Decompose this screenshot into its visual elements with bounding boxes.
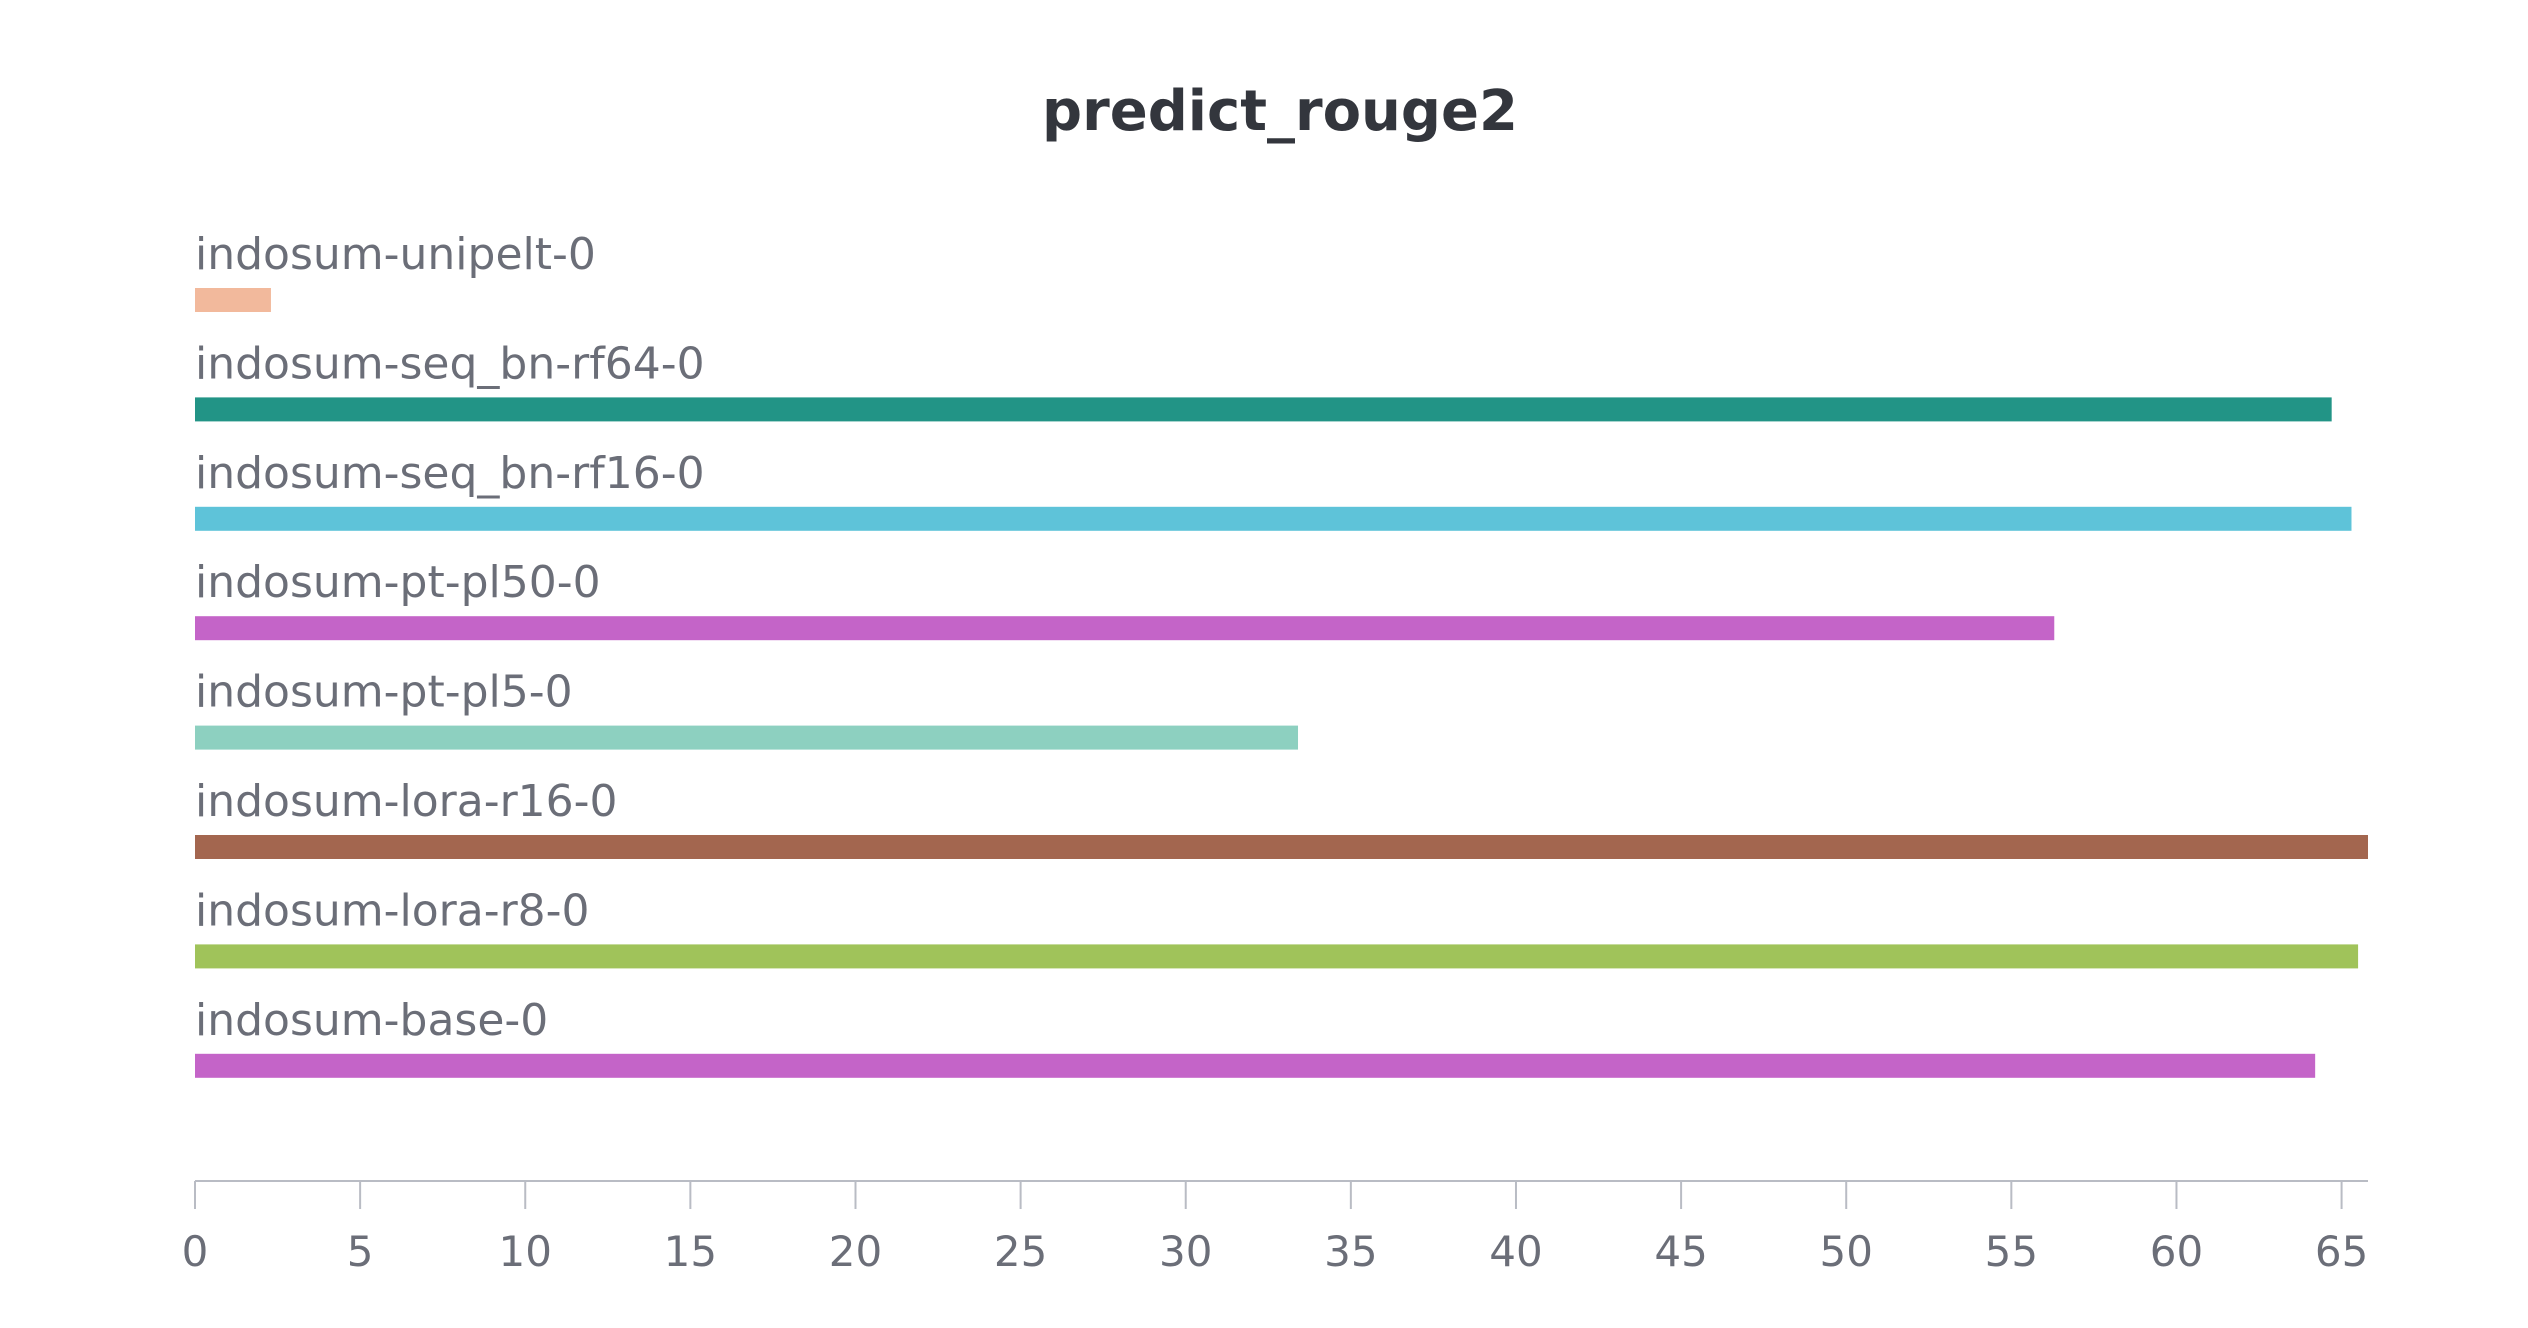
x-tick-label: 60 <box>2150 1227 2203 1276</box>
bar[interactable] <box>195 944 2359 969</box>
bar-label: indosum-lora-r8-0 <box>195 885 590 936</box>
x-tick-label: 25 <box>994 1227 1047 1276</box>
bars-layer: indosum-unipelt-0 indosum-seq_bn-rf64-0in… <box>195 229 2368 1078</box>
bar-label: indosum-base-0 <box>195 995 548 1046</box>
x-axis: 0 5 10 15 20 25 30 35 40 45 50 55 60 65 <box>182 1180 2368 1276</box>
bar-label: indosum-lora-r16-0 <box>195 776 618 827</box>
bar[interactable] <box>195 288 271 312</box>
bar[interactable] <box>195 835 2368 859</box>
bar-label: indosum-unipelt-0 <box>195 229 596 280</box>
bar[interactable] <box>195 725 1299 750</box>
bar[interactable] <box>195 1053 2316 1078</box>
x-tick-label: 40 <box>1489 1227 1542 1276</box>
chart-title: predict_rouge2 <box>1042 79 1518 144</box>
x-tick-label: 20 <box>829 1227 882 1276</box>
bar-label: indosum-seq_bn-rf64-0 <box>195 338 705 389</box>
x-tick-label: 45 <box>1654 1227 1707 1276</box>
x-tick-label: 50 <box>1819 1227 1872 1276</box>
x-tick-label: 0 <box>182 1227 209 1276</box>
x-tick-label: 10 <box>499 1227 552 1276</box>
bar[interactable] <box>195 506 2352 531</box>
bar[interactable] <box>195 616 2055 641</box>
x-tick-label: 5 <box>347 1227 374 1276</box>
x-tick-label: 55 <box>1985 1227 2038 1276</box>
bar-label: indosum-pt-pl5-0 <box>195 667 573 718</box>
bar-label: indosum-seq_bn-rf16-0 <box>195 448 705 499</box>
x-tick-label: 35 <box>1324 1227 1377 1276</box>
x-tick-label: 15 <box>664 1227 717 1276</box>
bar[interactable] <box>195 397 2332 422</box>
bar-label: indosum-pt-pl50-0 <box>195 557 601 608</box>
x-tick-label: 30 <box>1159 1227 1212 1276</box>
x-tick-label: 65 <box>2315 1227 2368 1276</box>
